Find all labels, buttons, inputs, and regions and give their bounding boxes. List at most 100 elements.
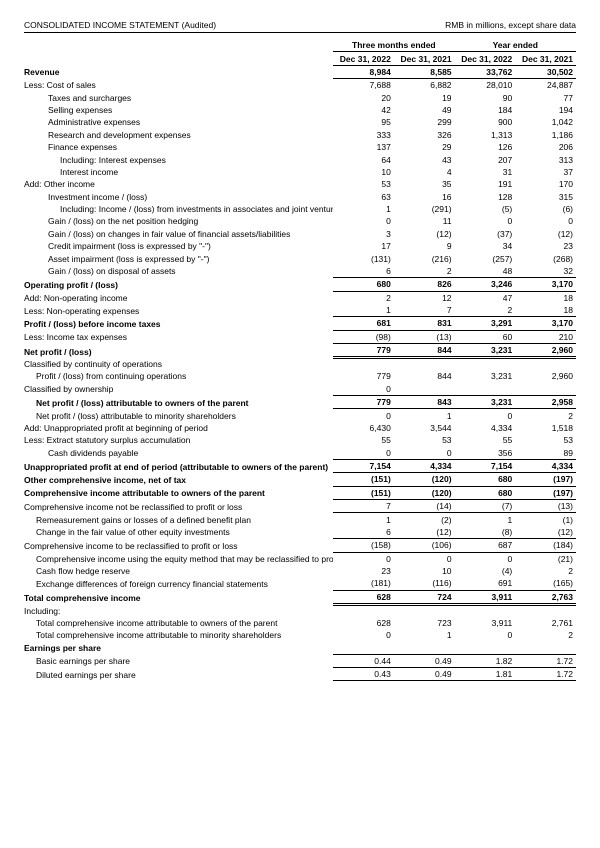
row-value: 6,430 (333, 422, 394, 434)
row-value: 6 (333, 526, 394, 539)
row-label: Other comprehensive income, net of tax (24, 473, 333, 486)
row-value: (98) (333, 330, 394, 343)
row-value: 43 (394, 153, 455, 165)
row-value: 32 (515, 265, 576, 278)
table-row: Selling expenses4249184194 (24, 104, 576, 116)
row-value: 1.82 (455, 654, 516, 667)
row-value: 2 (515, 409, 576, 422)
row-value: 900 (455, 116, 516, 128)
row-value: 0 (455, 215, 516, 227)
row-value: 10 (394, 565, 455, 577)
row-label: Total comprehensive income (24, 590, 333, 604)
row-value: 3,231 (455, 344, 516, 358)
row-value: 63 (333, 191, 394, 203)
row-label: Net profit / (loss) attributable to owne… (24, 396, 333, 409)
row-value: (184) (515, 539, 576, 552)
row-value: 628 (333, 590, 394, 604)
row-value: 0 (333, 215, 394, 227)
row-value: 2,761 (515, 617, 576, 629)
table-row: Profit / (loss) before income taxes68183… (24, 317, 576, 330)
row-value: 1,313 (455, 129, 516, 141)
table-row: Less: Extract statutory surplus accumula… (24, 434, 576, 446)
table-row: Total comprehensive income attributable … (24, 617, 576, 629)
row-label: Cash flow hedge reserve (24, 565, 333, 577)
row-value: (151) (333, 473, 394, 486)
table-row: Including: Interest expenses6443207313 (24, 153, 576, 165)
row-value: 170 (515, 178, 576, 190)
row-value: 207 (455, 153, 516, 165)
row-value: 3,246 (455, 278, 516, 291)
row-value: 30,502 (515, 65, 576, 78)
row-value: 2,763 (515, 590, 576, 604)
period-year: Year ended (455, 39, 576, 52)
row-value: 681 (333, 317, 394, 330)
table-row: Investment income / (loss)6316128315 (24, 191, 576, 203)
row-value: 11 (394, 215, 455, 227)
table-row: Comprehensive income to be reclassified … (24, 539, 576, 552)
row-value: 1.72 (515, 667, 576, 680)
row-value: 1 (394, 409, 455, 422)
row-value: 12 (394, 291, 455, 304)
row-label: Asset impairment (loss is expressed by "… (24, 252, 333, 264)
table-row: Less: Income tax expenses(98)(13)60210 (24, 330, 576, 343)
table-row: Interest income1043137 (24, 166, 576, 178)
row-value: 680 (455, 473, 516, 486)
row-value: 0 (333, 552, 394, 565)
row-value: 55 (455, 434, 516, 446)
row-value: 8,585 (394, 65, 455, 78)
row-value: 333 (333, 129, 394, 141)
income-statement-table: Three months ended Year ended Dec 31, 20… (24, 39, 576, 681)
row-value: 1,186 (515, 129, 576, 141)
row-value: 2,958 (515, 396, 576, 409)
row-value: 2,960 (515, 344, 576, 358)
row-value: 680 (333, 278, 394, 291)
row-value: (120) (394, 486, 455, 499)
row-value: 33,762 (455, 65, 516, 78)
table-row: Operating profit / (loss)6808263,2463,17… (24, 278, 576, 291)
row-value: 8,984 (333, 65, 394, 78)
row-value: 0 (333, 409, 394, 422)
row-label: Basic earnings per share (24, 654, 333, 667)
table-row: Other comprehensive income, net of tax(1… (24, 473, 576, 486)
row-value: 3,291 (455, 317, 516, 330)
table-row: Including: (24, 605, 576, 617)
row-value: 34 (455, 240, 516, 252)
period-group-row: Three months ended Year ended (24, 39, 576, 52)
row-value: 1 (333, 203, 394, 215)
row-value: (2) (394, 513, 455, 526)
row-label: Add: Non-operating income (24, 291, 333, 304)
table-row: Diluted earnings per share0.430.491.811.… (24, 667, 576, 680)
row-value: (7) (455, 500, 516, 513)
row-value: (13) (394, 330, 455, 343)
row-value: 844 (394, 344, 455, 358)
row-value: 17 (333, 240, 394, 252)
table-row: Cash flow hedge reserve2310(4)2 (24, 565, 576, 577)
row-value: (14) (394, 500, 455, 513)
row-label: Comprehensive income to be reclassified … (24, 539, 333, 552)
row-value: (268) (515, 252, 576, 264)
row-value: (12) (394, 228, 455, 240)
row-value: 691 (455, 577, 516, 590)
row-value: 42 (333, 104, 394, 116)
table-row: Less: Cost of sales7,6886,88228,01024,88… (24, 79, 576, 92)
row-value: 206 (515, 141, 576, 153)
row-value: 1.72 (515, 654, 576, 667)
row-label: Unappropriated profit at end of period (… (24, 459, 333, 472)
row-value: 315 (515, 191, 576, 203)
row-value (333, 642, 394, 654)
row-value: 0.44 (333, 654, 394, 667)
page-header: CONSOLIDATED INCOME STATEMENT (Audited) … (24, 20, 576, 33)
row-value: 779 (333, 370, 394, 382)
row-value: 7 (333, 500, 394, 513)
row-label: Gain / (loss) on changes in fair value o… (24, 228, 333, 240)
row-value (455, 642, 516, 654)
row-value: 0 (333, 447, 394, 460)
row-label: Exchange differences of foreign currency… (24, 577, 333, 590)
row-value: (13) (515, 500, 576, 513)
table-row: Earnings per share (24, 642, 576, 654)
row-value: 0 (394, 552, 455, 565)
col-date-4: Dec 31, 2021 (515, 52, 576, 65)
row-label: Classified by continuity of operations (24, 358, 333, 370)
col-date-1: Dec 31, 2022 (333, 52, 394, 65)
table-row: Credit impairment (loss is expressed by … (24, 240, 576, 252)
